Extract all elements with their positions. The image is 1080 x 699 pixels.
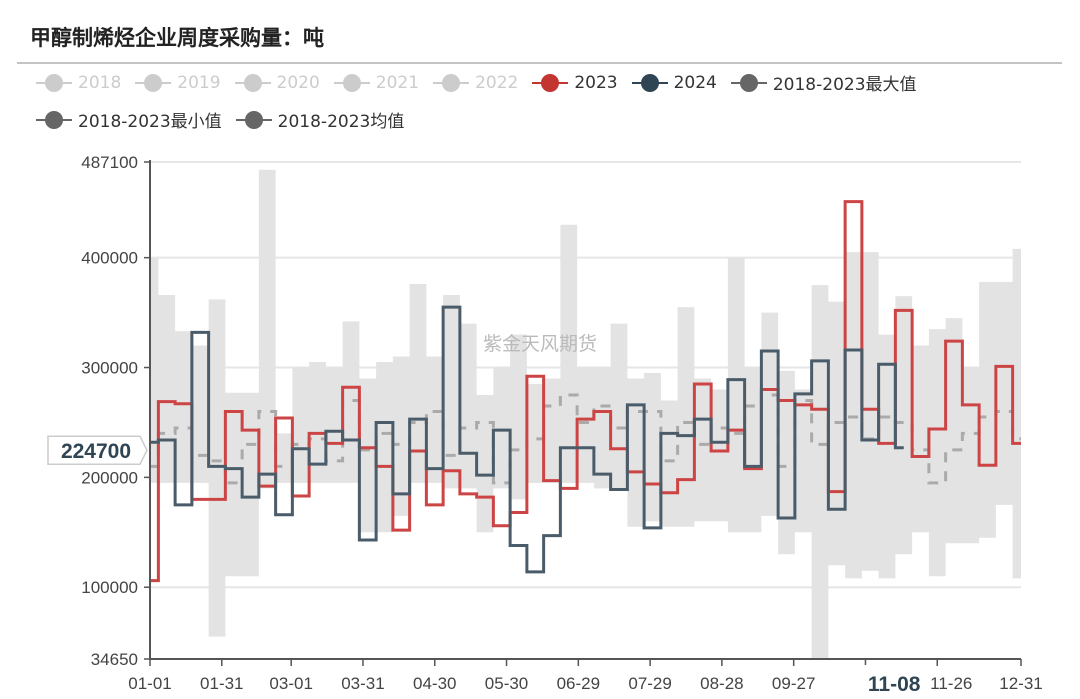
legend-row-2: 2018-2023最小值 2018-2023均值: [36, 107, 418, 132]
legend-label: 2018-2023最小值: [78, 112, 222, 132]
x-tick-label: 06-29: [557, 674, 600, 693]
y-tick-label: 34650: [91, 650, 138, 669]
legend-line-dot-icon: [730, 73, 767, 93]
x-tick-label: 03-31: [341, 674, 384, 693]
max-min-range-band: [150, 169, 1021, 660]
chart-title: 甲醇制烯烃企业周度采购量：吨: [30, 25, 324, 50]
legend-item-2019[interactable]: 2019: [135, 72, 221, 93]
legend-item-2018-2023最小值[interactable]: 2018-2023最小值: [36, 107, 222, 132]
x-tick-label: 01-01: [128, 674, 171, 693]
x-tick-label: 05-30: [485, 674, 528, 693]
legend-line-dot-icon: [36, 73, 72, 93]
legend-label: 2018-2023最大值: [772, 75, 917, 95]
legend-item-2020[interactable]: 2020: [234, 72, 320, 93]
y-tick-label: 300000: [81, 359, 138, 378]
legend-item-2024[interactable]: 2024: [631, 72, 717, 93]
x-tick-label: 07-29: [628, 674, 671, 693]
series-line-2024: [150, 305, 904, 574]
legend-label: 2021: [375, 72, 420, 93]
legend-label: 2022: [475, 72, 519, 93]
legend-label: 2024: [673, 72, 717, 93]
legend-item-2022[interactable]: 2022: [433, 73, 518, 93]
legend-label: 2018: [78, 72, 122, 93]
legend-line-dot-icon: [532, 73, 569, 93]
x-tick-label: 08-28: [700, 674, 743, 693]
legend-item-2023[interactable]: 2023: [532, 72, 618, 93]
y-tick-label: 400000: [81, 249, 138, 268]
title-divider: [17, 62, 1062, 64]
legend-line-dot-icon: [235, 110, 272, 130]
y-axis-pointer-label: 224700: [61, 440, 131, 463]
legend-line-dot-icon: [135, 73, 172, 93]
x-pointer-label-bg: [858, 665, 931, 699]
legend-item-2018-2023最大值[interactable]: 2018-2023最大值: [730, 70, 917, 95]
x-tick-label: 11-26: [930, 674, 972, 693]
legend-line-dot-icon: [433, 73, 470, 93]
x-tick-label: 03-01: [269, 674, 312, 693]
legend-label: 2023: [574, 72, 618, 93]
legend-line-dot-icon: [36, 110, 72, 130]
legend-label: 2020: [276, 72, 320, 93]
legend-item-2018[interactable]: 2018: [36, 73, 121, 93]
y-tick-label: 487100: [81, 153, 138, 172]
legend-line-dot-icon: [333, 73, 370, 93]
legend-line-dot-icon: [234, 73, 271, 93]
x-axis-pointer-label: 11-08: [868, 673, 921, 696]
legend-item-2021[interactable]: 2021: [333, 72, 420, 93]
y-pointer-label-bg: [47, 435, 148, 465]
x-tick-label: 01-31: [200, 674, 243, 693]
watermark: 紫金天风期货: [483, 333, 597, 355]
x-tick-label: 04-30: [413, 674, 456, 693]
legend-label: 2019: [177, 72, 221, 93]
x-tick-label: 12-31: [999, 674, 1042, 693]
y-tick-label: 200000: [81, 468, 138, 487]
y-tick-label: 100000: [81, 578, 138, 597]
x-tick-label: 09-27: [772, 674, 815, 693]
legend-item-2018-2023均值[interactable]: 2018-2023均值: [235, 107, 405, 132]
legend-label: 2018-2023均值: [277, 112, 405, 132]
legend-row-1: 2018 2019 2020 2021 2022 2023 2024 2018-2023最大值: [36, 70, 931, 95]
legend-line-dot-icon: [631, 73, 668, 93]
